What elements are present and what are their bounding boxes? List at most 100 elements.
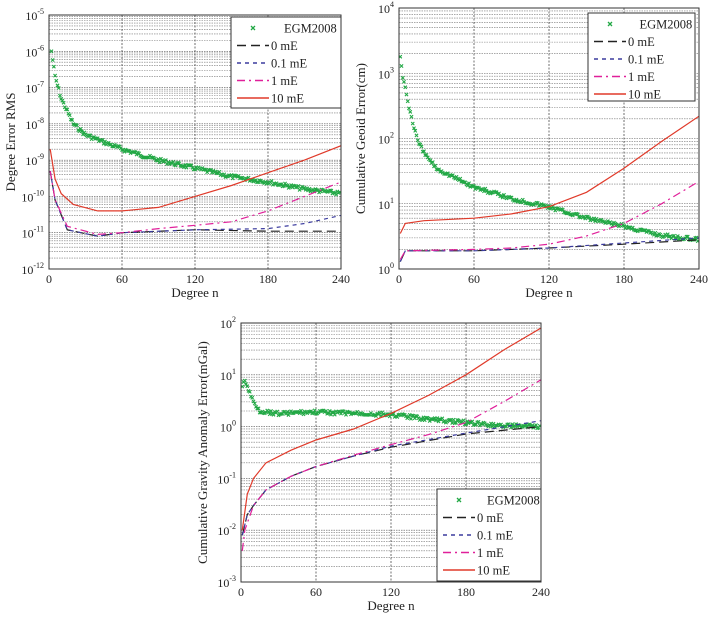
data-point	[101, 141, 106, 146]
data-point	[224, 174, 229, 179]
y-tick-label: 102	[220, 315, 236, 331]
data-point	[642, 228, 646, 233]
data-point	[675, 234, 680, 239]
y-tick-exponent: 1	[390, 196, 394, 205]
y-axis-label: Cumulative Geoid Error(cm)	[353, 63, 368, 214]
series-10-me	[241, 327, 541, 531]
series-egm2008	[49, 49, 341, 197]
data-point	[407, 106, 411, 111]
data-point	[627, 225, 631, 230]
data-point	[430, 160, 435, 165]
legend-label: 1 mE	[271, 74, 298, 88]
series-0-1-me	[241, 420, 541, 536]
legend-label: 10 mE	[477, 564, 510, 578]
legend-item: EGM2008	[607, 18, 692, 32]
data-point	[51, 64, 56, 69]
data-point	[484, 188, 489, 193]
legend-box	[230, 16, 342, 109]
legend-item: 10 mE	[237, 92, 304, 106]
data-point	[410, 121, 415, 126]
series-0-1-me	[399, 237, 699, 262]
y-tick-label: 10-11	[22, 225, 44, 241]
data-point	[256, 406, 261, 411]
data-point	[465, 183, 470, 188]
y-tick-exponent: -12	[33, 261, 44, 270]
data-point	[251, 399, 256, 404]
data-point	[55, 83, 60, 88]
series-line	[49, 145, 341, 212]
x-tick-label: 240	[690, 272, 708, 286]
data-point	[331, 410, 336, 415]
x-tick-label: 240	[532, 585, 550, 599]
x-tick-label: 180	[457, 585, 475, 599]
legend-label: EGM2008	[487, 494, 540, 508]
data-point	[70, 117, 75, 122]
data-point	[400, 75, 405, 80]
y-tick-exponent: -6	[37, 43, 44, 52]
series-egm2008	[399, 54, 699, 244]
data-point	[404, 92, 409, 97]
data-point	[100, 137, 105, 142]
legend-item: 1 mE	[594, 70, 655, 84]
data-point	[137, 151, 142, 156]
data-point	[54, 78, 59, 83]
y-tick-label: 10-12	[21, 261, 44, 277]
legend-item: 0 mE	[237, 39, 298, 53]
data-point	[405, 99, 410, 104]
data-point	[494, 423, 498, 428]
series-0-me	[399, 239, 699, 262]
data-point	[327, 409, 332, 414]
y-tick-exponent: 0	[232, 419, 236, 428]
y-tick-label: 10-2	[217, 522, 236, 538]
data-point	[403, 85, 408, 90]
data-point	[179, 164, 184, 169]
y-tick-label: 100	[378, 261, 394, 277]
legend-label: 0 mE	[628, 35, 655, 49]
y-tick-exponent: -11	[34, 225, 44, 234]
legend-item: 10 mE	[594, 88, 661, 102]
data-point	[171, 159, 176, 164]
data-point	[366, 412, 371, 417]
data-point	[74, 123, 79, 128]
y-tick-exponent: 0	[390, 261, 394, 270]
y-tick-exponent: -7	[37, 80, 44, 89]
data-point	[67, 113, 72, 118]
series-line	[241, 379, 541, 551]
data-point	[50, 57, 55, 62]
legend-label: 0.1 mE	[477, 529, 513, 543]
legend-item: 0 mE	[443, 511, 504, 525]
x-tick-label: 0	[238, 585, 244, 599]
data-point	[208, 167, 213, 172]
x-tick-label: 60	[116, 272, 128, 286]
data-point	[414, 133, 419, 138]
y-tick-label: 10-9	[25, 152, 44, 168]
x-tick-label: 60	[468, 272, 480, 286]
data-point	[82, 130, 87, 135]
legend: EGM2008 0 mE 0.1 mE 1 mE 10 mE	[230, 16, 342, 109]
data-point	[110, 144, 115, 149]
data-point	[245, 384, 250, 389]
data-point	[173, 163, 178, 168]
y-tick-exponent: 1	[232, 367, 236, 376]
data-point	[285, 409, 290, 414]
data-point	[61, 100, 66, 105]
series-10-me	[49, 145, 341, 212]
legend-label: 0 mE	[477, 511, 504, 525]
legend-marker	[456, 497, 462, 503]
legend-label: 0.1 mE	[628, 53, 664, 67]
data-point	[402, 79, 406, 84]
data-point	[413, 128, 418, 133]
legend: EGM2008 0 mE 0.1 mE 1 mE 10 mE	[587, 12, 696, 102]
y-tick-label: 10-3	[217, 574, 236, 590]
data-point	[285, 183, 290, 188]
data-point	[79, 129, 84, 134]
x-tick-label: 240	[332, 272, 350, 286]
legend-marker	[250, 25, 256, 31]
legend-item: EGM2008	[456, 494, 540, 508]
y-tick-label: 10-8	[25, 116, 44, 132]
data-point	[56, 86, 61, 91]
series-1-me	[241, 379, 541, 551]
x-tick-label: 120	[540, 272, 558, 286]
